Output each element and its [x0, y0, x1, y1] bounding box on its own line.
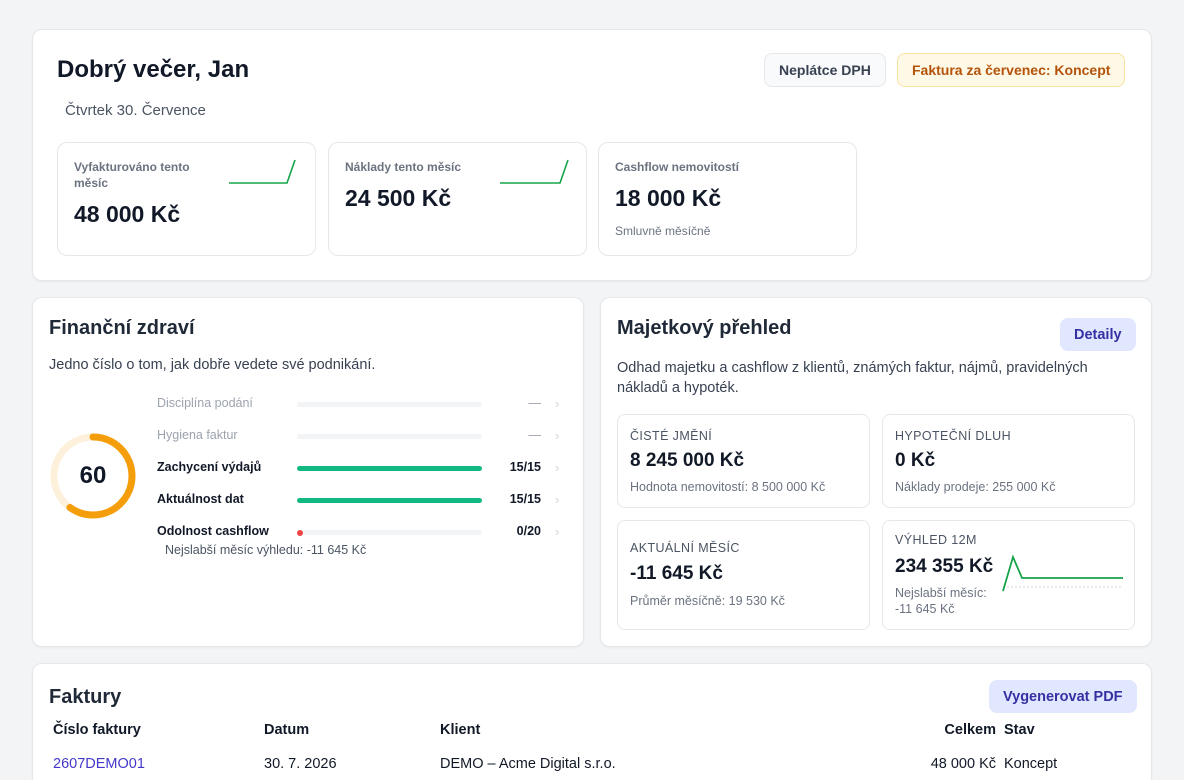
metric-row[interactable]: Disciplína podání — ›: [157, 396, 577, 416]
net-worth-box: ČISTÉ JMĚNÍ 8 245 000 Kč Hodnota nemovit…: [617, 414, 870, 508]
asset-value: 234 355 Kč: [895, 556, 994, 577]
invoice-status: Koncept: [1004, 756, 1058, 772]
invoice-number-link[interactable]: 2607DEMO01: [53, 756, 145, 772]
metric-row[interactable]: Hygiena faktur — ›: [157, 428, 577, 448]
invoice-total: 48 000 Kč: [930, 756, 996, 772]
metric-score: —: [528, 428, 542, 442]
chevron-right-icon: ›: [555, 524, 560, 539]
metric-score: —: [528, 396, 542, 410]
asset-value: -11 645 Kč: [630, 563, 723, 584]
metric-label: Disciplína podání: [157, 396, 253, 410]
asset-subtext: -11 645 Kč: [895, 602, 955, 616]
metric-progress-bar: [297, 529, 482, 536]
card-title: Faktury: [49, 686, 122, 708]
column-header[interactable]: Datum: [264, 722, 310, 738]
metric-progress-fill: [297, 498, 482, 503]
metric-label: Zachycení výdajů: [157, 460, 262, 474]
outlook-sparkline-icon: [1002, 554, 1123, 592]
metric-label: Hygiena faktur: [157, 428, 238, 442]
metric-row[interactable]: Aktuálnost dat 15/15 ›: [157, 492, 577, 512]
asset-label: HYPOTEČNÍ DLUH: [895, 429, 1012, 443]
invoice-status-badge[interactable]: Faktura za červenec: Koncept: [897, 53, 1126, 87]
column-header[interactable]: Stav: [1004, 722, 1035, 738]
metric-progress-bar: [297, 434, 482, 439]
health-score-gauge: [50, 433, 136, 519]
asset-subtext: Nejslabší měsíc:: [895, 586, 987, 600]
card-description: Jedno číslo o tom, jak dobře vedete své …: [49, 357, 376, 373]
sparkline-icon: [229, 159, 296, 184]
stat-card-invoiced: Vyfakturováno tento měsíc 48 000 Kč: [57, 142, 316, 256]
weakest-month-note: Nejslabší měsíc výhledu: -11 645 Kč: [165, 543, 367, 557]
sparkline-icon: [500, 159, 569, 184]
metric-score: 0/20: [516, 524, 541, 538]
metric-row[interactable]: Zachycení výdajů 15/15 ›: [157, 460, 577, 480]
asset-label: ČISTÉ JMĚNÍ: [630, 429, 713, 443]
chevron-right-icon: ›: [555, 428, 560, 443]
metric-label: Aktuálnost dat: [157, 492, 244, 506]
stat-label: Vyfakturováno tento měsíc: [74, 160, 190, 190]
card-description: Odhad majetku a cashflow z klientů, znám…: [617, 360, 1088, 396]
invoices-card: Faktury Vygenerovat PDF Číslo faktury Da…: [32, 663, 1152, 780]
asset-overview-card: Majetkový přehled Detaily Odhad majetku …: [600, 297, 1152, 647]
financial-health-card: Finanční zdraví Jedno číslo o tom, jak d…: [32, 297, 584, 647]
chevron-right-icon: ›: [555, 460, 560, 475]
metric-score: 15/15: [509, 460, 541, 474]
metric-progress-bar: [297, 402, 482, 407]
alert-dot-icon: [297, 529, 303, 536]
stat-value: 24 500 Kč: [345, 185, 452, 211]
stat-subtext: Smluvně měsíčně: [615, 224, 711, 238]
card-title: Majetkový přehled: [617, 317, 792, 339]
column-header[interactable]: Číslo faktury: [53, 722, 141, 738]
metric-row[interactable]: Odolnost cashflow 0/20 ›: [157, 524, 577, 544]
metric-label: Odolnost cashflow: [157, 524, 269, 538]
metric-progress-bar: [297, 498, 482, 503]
outlook-12m-box: VÝHLED 12M 234 355 Kč Nejslabší měsíc: -…: [882, 520, 1135, 630]
column-header[interactable]: Klient: [440, 722, 481, 738]
health-score-value: 60: [79, 462, 107, 489]
stat-label: Náklady tento měsíc: [345, 160, 462, 174]
invoice-client: DEMO – Acme Digital s.r.o.: [440, 756, 616, 772]
metric-progress-bar: [297, 466, 482, 471]
chevron-right-icon: ›: [555, 396, 560, 411]
invoice-date: 30. 7. 2026: [264, 756, 337, 772]
asset-subtext: Průměr měsíčně: 19 530 Kč: [630, 594, 785, 608]
stat-card-expenses: Náklady tento měsíc 24 500 Kč: [328, 142, 587, 256]
stat-value: 18 000 Kč: [615, 185, 722, 211]
metric-score: 15/15: [509, 492, 541, 506]
column-header[interactable]: Celkem: [944, 722, 996, 738]
mortgage-debt-box: HYPOTEČNÍ DLUH 0 Kč Náklady prodeje: 255…: [882, 414, 1135, 508]
current-date: Čtvrtek 30. Července: [65, 102, 206, 119]
generate-pdf-button[interactable]: Vygenerovat PDF: [989, 680, 1137, 713]
current-month-box: AKTUÁLNÍ MĚSÍC -11 645 Kč Průměr měsíčně…: [617, 520, 870, 630]
stat-card-property-cashflow: Cashflow nemovitostí 18 000 Kč Smluvně m…: [598, 142, 857, 256]
asset-subtext: Náklady prodeje: 255 000 Kč: [895, 480, 1056, 494]
stat-label: Cashflow nemovitostí: [615, 160, 740, 174]
chevron-right-icon: ›: [555, 492, 560, 507]
asset-value: 0 Kč: [895, 450, 936, 471]
greeting-title: Dobrý večer, Jan: [57, 56, 250, 83]
asset-label: AKTUÁLNÍ MĚSÍC: [630, 541, 740, 555]
card-title: Finanční zdraví: [49, 317, 195, 339]
vat-status-badge: Neplátce DPH: [764, 53, 886, 87]
asset-label: VÝHLED 12M: [895, 533, 977, 547]
metric-progress-fill: [297, 466, 482, 471]
details-button[interactable]: Detaily: [1060, 318, 1136, 351]
asset-value: 8 245 000 Kč: [630, 450, 745, 471]
header-card: Dobrý večer, Jan Čtvrtek 30. Července Ne…: [32, 29, 1152, 281]
stat-value: 48 000 Kč: [74, 201, 181, 227]
asset-subtext: Hodnota nemovitostí: 8 500 000 Kč: [630, 480, 826, 494]
